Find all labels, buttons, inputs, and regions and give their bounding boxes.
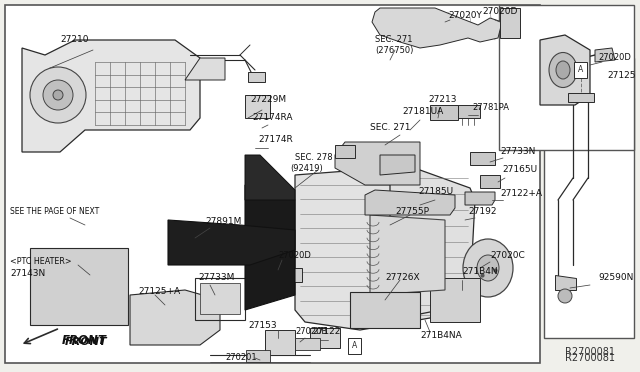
Polygon shape — [265, 330, 295, 355]
Polygon shape — [335, 142, 420, 185]
Text: 27733N: 27733N — [500, 148, 536, 157]
Text: 270201: 270201 — [225, 353, 257, 362]
Text: 27726X: 27726X — [385, 273, 420, 282]
Polygon shape — [130, 290, 220, 345]
Circle shape — [30, 67, 86, 123]
Text: 92590N: 92590N — [598, 273, 634, 282]
Text: 27733M: 27733M — [198, 273, 234, 282]
Polygon shape — [380, 155, 415, 175]
Text: 27020D: 27020D — [278, 250, 311, 260]
Text: 27165U: 27165U — [502, 166, 537, 174]
Text: 27174R: 27174R — [258, 135, 292, 144]
Polygon shape — [365, 190, 455, 215]
Text: 27125: 27125 — [607, 71, 636, 80]
Text: 27192: 27192 — [468, 208, 497, 217]
Text: SEC. 271: SEC. 271 — [375, 35, 413, 45]
Polygon shape — [295, 338, 320, 350]
Bar — [499, 5, 634, 150]
Bar — [544, 58, 634, 338]
Bar — [348, 338, 361, 354]
Text: FRONT: FRONT — [65, 337, 108, 347]
Text: 27755P: 27755P — [395, 208, 429, 217]
Bar — [574, 62, 587, 78]
Polygon shape — [480, 175, 500, 188]
Polygon shape — [310, 328, 340, 348]
Text: 27185U: 27185U — [418, 187, 453, 196]
Polygon shape — [200, 283, 240, 314]
Polygon shape — [245, 95, 270, 118]
Text: A: A — [352, 341, 357, 350]
Polygon shape — [430, 105, 458, 120]
Text: 271B4NA: 271B4NA — [420, 330, 461, 340]
Circle shape — [43, 80, 73, 110]
Polygon shape — [540, 35, 590, 105]
Text: R2700081: R2700081 — [565, 353, 615, 363]
Text: 27143N: 27143N — [10, 269, 45, 278]
Text: <PTC HEATER>: <PTC HEATER> — [10, 257, 72, 266]
Polygon shape — [465, 192, 495, 205]
Polygon shape — [22, 40, 200, 152]
Polygon shape — [555, 275, 576, 290]
Polygon shape — [430, 278, 480, 322]
Ellipse shape — [556, 61, 570, 79]
Text: 27020Y: 27020Y — [448, 10, 482, 19]
Polygon shape — [185, 58, 225, 80]
Polygon shape — [350, 292, 420, 328]
Text: (276750): (276750) — [375, 45, 413, 55]
Bar — [5, 5, 540, 363]
Ellipse shape — [549, 52, 577, 87]
Polygon shape — [595, 48, 615, 62]
Text: 27781PA: 27781PA — [472, 103, 509, 112]
Text: A: A — [578, 65, 583, 74]
Polygon shape — [168, 220, 295, 265]
Ellipse shape — [477, 255, 499, 281]
Polygon shape — [245, 185, 295, 310]
Text: SEE THE PAGE OF NEXT: SEE THE PAGE OF NEXT — [10, 208, 99, 217]
Polygon shape — [275, 268, 302, 282]
Text: 271B4N: 271B4N — [462, 267, 498, 276]
Text: 27210: 27210 — [60, 35, 88, 45]
Polygon shape — [248, 72, 265, 82]
Text: 27229M: 27229M — [250, 96, 286, 105]
Text: SEC. 278: SEC. 278 — [295, 154, 333, 163]
Polygon shape — [455, 105, 480, 118]
Text: 27020C: 27020C — [490, 250, 525, 260]
Polygon shape — [470, 152, 495, 165]
Polygon shape — [295, 170, 450, 330]
Circle shape — [53, 90, 63, 100]
Text: R2700081: R2700081 — [565, 347, 615, 356]
Polygon shape — [500, 8, 520, 38]
Text: 27153: 27153 — [248, 321, 276, 330]
Text: 27213: 27213 — [428, 96, 456, 105]
Polygon shape — [568, 93, 594, 102]
Polygon shape — [390, 168, 475, 320]
Text: FRONT: FRONT — [62, 334, 107, 346]
Polygon shape — [370, 215, 445, 295]
Text: 27020D: 27020D — [482, 7, 517, 16]
Text: SEC. 271: SEC. 271 — [370, 124, 410, 132]
Text: 27174RA: 27174RA — [252, 113, 292, 122]
Text: 27125+A: 27125+A — [138, 288, 180, 296]
Polygon shape — [30, 248, 128, 325]
Polygon shape — [245, 155, 295, 200]
Polygon shape — [335, 145, 355, 158]
Circle shape — [558, 289, 572, 303]
Text: 27122+A: 27122+A — [500, 189, 542, 198]
Text: 27020B: 27020B — [295, 327, 327, 337]
Polygon shape — [372, 8, 502, 48]
Text: 27020D: 27020D — [598, 54, 631, 62]
Text: (92419): (92419) — [290, 164, 323, 173]
Polygon shape — [246, 350, 270, 362]
Text: 27181UA: 27181UA — [402, 108, 444, 116]
Ellipse shape — [463, 239, 513, 297]
Text: 27891M: 27891M — [205, 218, 241, 227]
Text: 27122: 27122 — [312, 327, 340, 337]
